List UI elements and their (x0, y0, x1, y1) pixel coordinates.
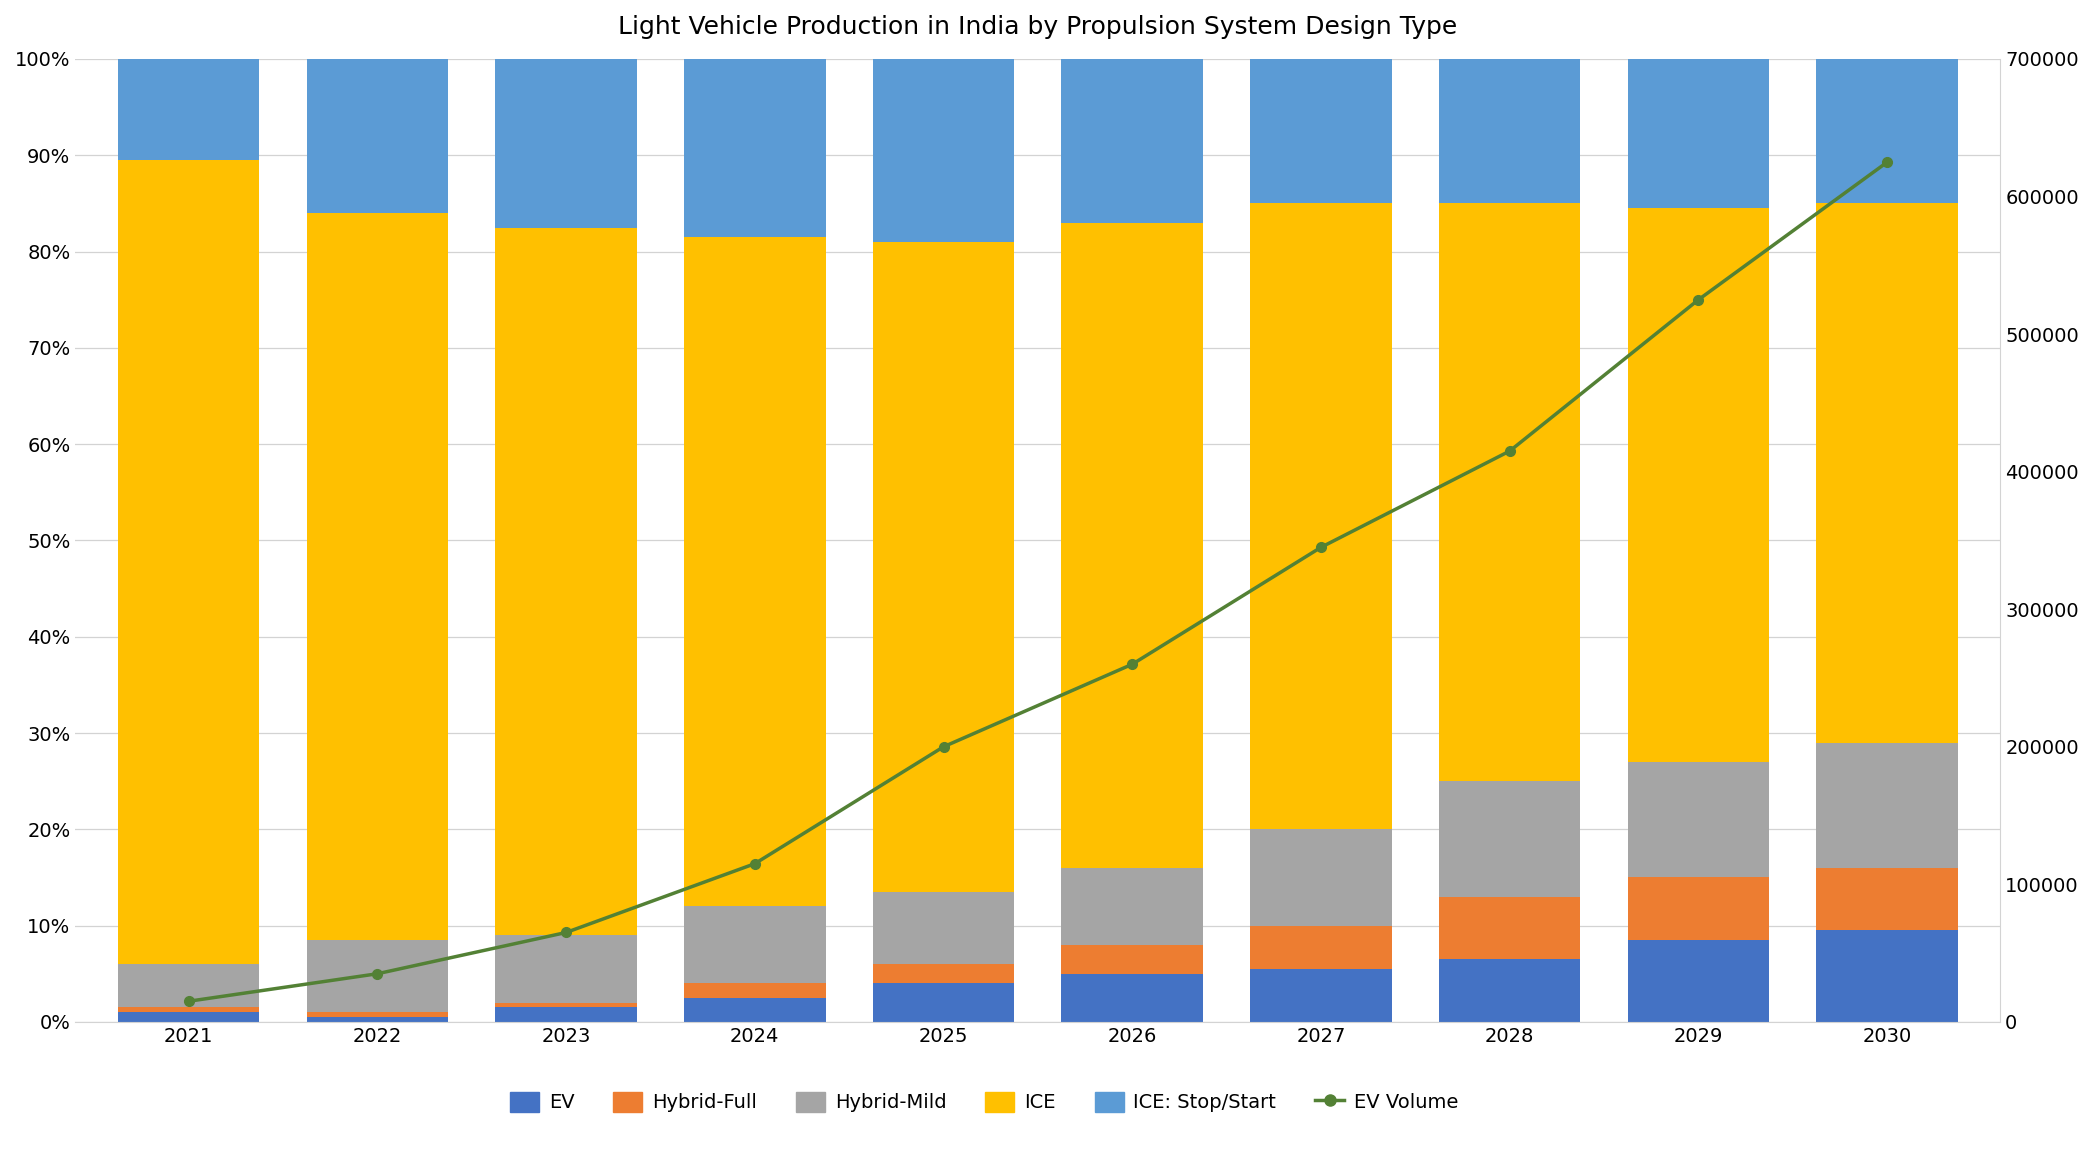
Bar (685, 906, 825, 984)
Bar (117, 59, 260, 160)
Bar (1815, 868, 1958, 930)
Bar (873, 242, 1013, 892)
Bar (873, 892, 1013, 964)
Bar (1627, 59, 1769, 209)
Bar (1062, 974, 1204, 1022)
Bar (1062, 223, 1204, 868)
Bar (1627, 877, 1769, 940)
Bar (1627, 209, 1769, 762)
Bar (1062, 944, 1204, 974)
Bar (117, 1012, 260, 1022)
Bar (1627, 940, 1769, 1022)
Bar (1439, 59, 1581, 203)
Bar (873, 59, 1013, 242)
Bar (306, 1012, 448, 1017)
Bar (1815, 203, 1958, 743)
Bar (496, 935, 637, 1003)
Bar (1250, 59, 1393, 203)
Bar (1439, 897, 1581, 959)
Bar (1062, 59, 1204, 223)
Bar (685, 997, 825, 1022)
Bar (1250, 969, 1393, 1022)
Bar (496, 59, 637, 227)
Bar (306, 1017, 448, 1022)
Bar (1250, 926, 1393, 969)
Title: Light Vehicle Production in India by Propulsion System Design Type: Light Vehicle Production in India by Pro… (618, 15, 1457, 39)
Bar (1250, 203, 1393, 829)
Legend: EV, Hybrid-Full, Hybrid-Mild, ICE, ICE: Stop/Start, EV Volume: EV, Hybrid-Full, Hybrid-Mild, ICE, ICE: … (503, 1084, 1466, 1121)
Bar (496, 1008, 637, 1022)
Bar (306, 213, 448, 940)
Bar (117, 1008, 260, 1012)
Bar (685, 238, 825, 906)
Bar (873, 984, 1013, 1022)
Bar (685, 59, 825, 238)
Bar (1627, 762, 1769, 877)
Bar (1250, 829, 1393, 926)
Bar (1815, 930, 1958, 1022)
Bar (873, 964, 1013, 984)
Bar (685, 984, 825, 997)
Bar (1062, 868, 1204, 944)
Bar (496, 1003, 637, 1008)
Bar (117, 964, 260, 1008)
Bar (1439, 203, 1581, 782)
Bar (1439, 782, 1581, 897)
Bar (306, 940, 448, 1012)
Bar (117, 160, 260, 964)
Bar (306, 59, 448, 213)
Bar (1439, 959, 1581, 1022)
Bar (1815, 59, 1958, 203)
Bar (496, 227, 637, 935)
Bar (1815, 743, 1958, 868)
